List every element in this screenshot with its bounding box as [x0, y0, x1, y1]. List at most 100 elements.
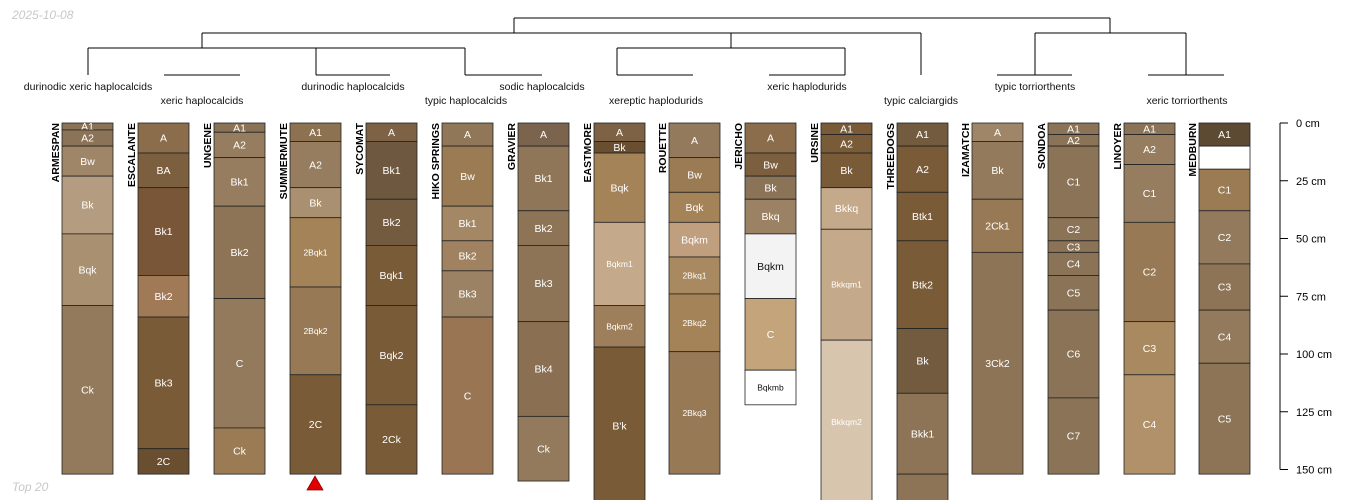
horizon-block [289, 286, 342, 376]
horizon-label: C4 [1067, 259, 1081, 271]
horizon-block [137, 152, 190, 189]
horizon-block [668, 351, 721, 475]
horizon-block [593, 346, 646, 500]
horizon-label: C5 [1067, 287, 1081, 299]
horizon-label: Bqkm1 [606, 259, 633, 269]
soil-profile: A Bk Bqk Bqkm1 Bqkm2 B'k EASTMORE [582, 122, 646, 500]
horizon-block [1123, 374, 1176, 475]
horizon-label: 2Ck1 [985, 220, 1010, 232]
horizon-block [971, 251, 1024, 475]
soil-profile: A Bk 2Ck1 3Ck2 IZAMATCH [960, 122, 1024, 475]
horizon-block [289, 217, 342, 288]
horizon-label: Bqkm2 [606, 321, 633, 331]
horizon-block [137, 316, 190, 450]
horizon-label: C2 [1067, 224, 1081, 236]
profile-name: SUMMERMUTE [278, 123, 290, 199]
horizon-label: C [767, 329, 775, 341]
taxon-label: typic torriorthents [995, 81, 1076, 93]
horizon-label: Bk [764, 182, 777, 194]
horizon-label: C3 [1067, 241, 1081, 253]
truncation-marker-icon [306, 475, 324, 491]
profile-name: SYCOMAT [354, 122, 366, 174]
horizon-label: C4 [1143, 419, 1157, 431]
depth-tick-label: 0 cm [1296, 118, 1320, 130]
horizon-label: Bw [763, 159, 778, 171]
soil-profile: A1 A2 Bk Bkkq Bkkqm1 Bkkqm2 URSINE [809, 122, 873, 500]
profile-name: THREEDOGS [885, 123, 897, 190]
taxon-label: typic haplocalcids [425, 95, 507, 107]
profile-name: ROUETTE [657, 123, 669, 173]
profile-name: EASTMORE [582, 123, 594, 183]
horizon-label: A2 [233, 140, 246, 152]
horizon-label: Bk4 [534, 364, 552, 376]
horizon-label: 2Bkq3 [682, 408, 706, 418]
horizon-label: C3 [1143, 343, 1157, 355]
horizon-label: 2Ck [382, 434, 401, 446]
horizon-label: C [236, 358, 244, 370]
soil-profile: A Bw Bk1 Bk2 Bk3 C HIKO SPRINGS [430, 122, 494, 475]
horizon-block [441, 205, 494, 242]
horizon-block [1198, 309, 1251, 364]
horizon-label: A2 [840, 138, 853, 150]
horizon-label: Btk1 [912, 211, 933, 223]
horizon-label: C1 [1143, 188, 1157, 200]
horizon-label: C5 [1218, 413, 1232, 425]
horizon-label: Bk2 [458, 251, 476, 263]
profile-name: ARMESPAN [50, 123, 62, 182]
horizon-block [896, 240, 949, 329]
horizon-label: Bkk1 [911, 428, 935, 440]
horizon-label: Bqkm [681, 234, 708, 246]
horizon-block [744, 298, 797, 371]
horizon-label: Bk2 [230, 247, 248, 259]
profile-name: IZAMATCH [960, 123, 972, 177]
horizon-block [1047, 145, 1100, 219]
profile-name: SONDOA [1036, 123, 1048, 170]
depth-tick-label: 25 cm [1296, 176, 1326, 188]
horizon-block [441, 316, 494, 475]
soil-profile: A1 A2 Bk 2Bqk1 2Bqk2 2C SUMMERMUTE [278, 122, 342, 475]
horizon-label: Bqk [78, 264, 97, 276]
horizon-block [365, 305, 418, 406]
horizon-label: A2 [81, 133, 94, 145]
horizon-label: Bkkqm1 [831, 280, 862, 290]
horizon-label: A [691, 135, 698, 147]
horizon-label: 2Bkq2 [682, 318, 706, 328]
dendrogram [87, 17, 1224, 76]
horizon-label: C1 [1218, 185, 1232, 197]
horizon-label: B'k [612, 420, 627, 432]
horizon-label: Bqk2 [380, 350, 404, 362]
horizon-label: C3 [1218, 282, 1232, 294]
horizon-label: Bk2 [154, 291, 172, 303]
horizon-block [1047, 309, 1100, 399]
soil-profile: A BA Bk1 Bk2 Bk3 2C ESCALANTE [126, 122, 190, 475]
horizon-label: 2Bqk2 [303, 326, 327, 336]
horizon-block [213, 298, 266, 429]
horizon-block [137, 275, 190, 318]
date-stamp: 2025-10-08 [12, 8, 74, 22]
horizon-label: A1 [233, 122, 246, 134]
horizon-block [137, 187, 190, 276]
horizon-label: Bk3 [154, 378, 172, 390]
profile-name: GRAVIER [506, 123, 518, 170]
horizon-block [820, 187, 873, 230]
soil-profile: A Bk1 Bk2 Bqk1 Bqk2 2Ck SYCOMAT [354, 122, 418, 475]
horizon-block [1123, 134, 1176, 165]
horizon-label: Bqk [610, 182, 629, 194]
horizon-label: Bk1 [230, 177, 248, 189]
horizon-block [365, 404, 418, 475]
horizon-block [61, 305, 114, 475]
horizon-label: A [464, 129, 471, 141]
horizon-block [365, 141, 418, 200]
horizon-label: Bw [80, 156, 95, 168]
horizon-label: Bqk [685, 202, 704, 214]
horizon-block [1198, 362, 1251, 475]
horizon-label: A2 [916, 164, 929, 176]
horizon-label: C7 [1067, 431, 1081, 443]
horizon-block [971, 141, 1024, 200]
horizon-block [744, 122, 797, 154]
horizon-block [517, 145, 570, 212]
horizon-label: Bk1 [534, 173, 552, 185]
horizon-label: A [388, 127, 395, 139]
